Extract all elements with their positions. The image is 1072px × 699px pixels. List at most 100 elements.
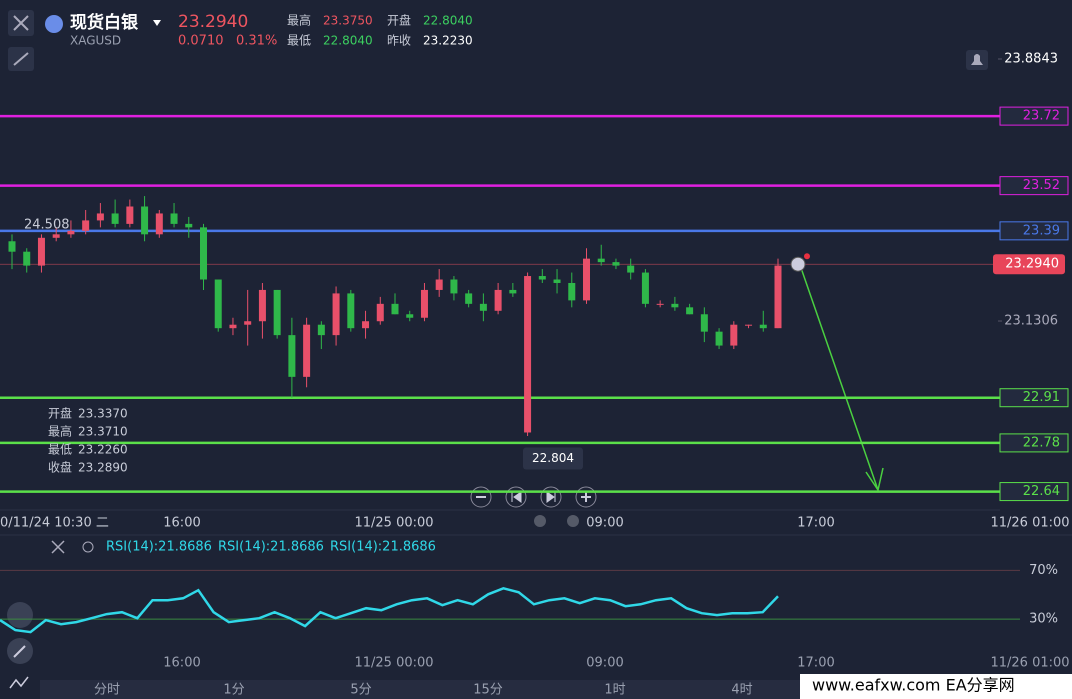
candle-body	[37, 237, 45, 266]
zoom-out-button[interactable]	[470, 486, 492, 508]
candle-body	[700, 314, 708, 332]
level-tag	[999, 388, 1069, 408]
price-tick-label: 23.8843	[1004, 51, 1058, 66]
candle-body	[568, 282, 576, 301]
level-label: 22.91	[1023, 390, 1060, 405]
zoom-controls	[470, 486, 597, 527]
rsi-time-label: 17:00	[797, 656, 834, 671]
rsi-legend[interactable]: RSI(14):21.8686	[218, 540, 324, 555]
period-tab[interactable]: 4时	[731, 683, 752, 698]
change-pct: 0.31%	[236, 34, 277, 49]
info-label: 最低	[48, 443, 72, 457]
candle-body	[715, 331, 723, 346]
rsi-legend[interactable]: RSI(14):21.8686	[330, 540, 436, 555]
candle-body	[774, 265, 782, 329]
candle-body	[23, 251, 31, 266]
price-tick-label: 23.1306	[1004, 314, 1058, 329]
candle-body	[612, 262, 620, 266]
candle-body	[671, 303, 679, 308]
high: 23.3750	[323, 14, 373, 28]
rsi-time-label: 11/25 00:00	[354, 656, 433, 671]
period-tab[interactable]: 15分	[473, 683, 503, 698]
chart-icon	[9, 676, 29, 689]
open-label: 开盘	[387, 13, 411, 28]
level-tag	[999, 106, 1069, 126]
left-label: 24.508	[24, 218, 70, 233]
rsi-legend[interactable]: RSI(14):21.8686	[106, 540, 212, 555]
high-label: 最高	[287, 13, 311, 28]
level-label: 22.64	[1023, 484, 1060, 499]
candle-body	[111, 213, 119, 224]
candle-body	[406, 314, 414, 318]
candle-body	[332, 293, 340, 336]
time-label: 0/11/24 10:30 二	[0, 516, 109, 531]
candle-body	[258, 289, 266, 322]
low-label: 最低	[287, 34, 311, 48]
candle-body	[126, 206, 134, 224]
candle-body	[52, 234, 60, 238]
rsi-time-label: 11/26 01:00	[990, 656, 1069, 671]
candle-body	[273, 289, 281, 336]
zoom-in-button[interactable]	[575, 486, 597, 508]
candle-body	[362, 321, 370, 329]
rsi-close[interactable]	[51, 540, 65, 554]
info-label: 收盘	[48, 460, 72, 475]
rsi-tick-label: 70%	[1029, 563, 1058, 578]
candle-body	[288, 335, 296, 377]
prev-label: 昨收	[387, 34, 411, 48]
candle-body	[303, 324, 311, 377]
level-label: 22.78	[1023, 435, 1060, 450]
info-label: 最高	[48, 424, 72, 439]
period-tab[interactable]: 1分	[223, 683, 244, 698]
period-tab[interactable]: 分时	[94, 683, 120, 698]
info-marker[interactable]	[790, 256, 806, 272]
level-tag	[999, 433, 1069, 453]
dropdown-arrow[interactable]	[153, 20, 161, 26]
symbol-name[interactable]: 现货白银	[70, 12, 139, 33]
candle-body	[244, 321, 252, 325]
candle-body	[553, 279, 561, 283]
candle-body	[745, 324, 753, 326]
candle-body	[391, 303, 399, 315]
first-button[interactable]	[505, 486, 527, 508]
dot	[534, 515, 546, 527]
info-value: 23.2890	[78, 461, 128, 475]
time-label: 11/25 00:00	[354, 516, 433, 531]
candle-body	[759, 324, 767, 329]
last-button[interactable]	[540, 486, 562, 508]
candle-body	[82, 220, 90, 231]
candle-body	[317, 324, 325, 336]
rsi-line	[0, 586, 779, 634]
current-label: 23.2940	[1005, 257, 1059, 272]
candle-body	[155, 213, 163, 235]
plus-icon	[581, 492, 591, 502]
first-icon	[511, 491, 522, 503]
candle-body	[67, 230, 75, 235]
level-tag	[999, 482, 1069, 502]
candle-body	[200, 227, 207, 280]
alert-dot	[804, 253, 810, 260]
candle-body	[494, 289, 502, 311]
prev: 23.2230	[423, 34, 473, 48]
bell-icon	[971, 54, 983, 65]
pen-icon	[13, 645, 26, 658]
period-tab[interactable]: 1时	[604, 683, 625, 698]
candle-body	[8, 241, 16, 252]
candle-body	[583, 258, 590, 301]
info-value: 23.3710	[78, 425, 128, 439]
candle-body	[730, 324, 738, 346]
expand-icon	[13, 52, 29, 66]
period-tab[interactable]: 5分	[350, 683, 371, 698]
watermark-bg	[800, 674, 1072, 699]
rsi-tick-label: 30%	[1029, 612, 1058, 627]
time-label: 16:00	[163, 516, 200, 531]
candle-body	[450, 279, 458, 294]
last-icon	[546, 491, 556, 503]
current-tag	[993, 254, 1065, 275]
candle-body	[538, 276, 546, 280]
rsi-settings[interactable]	[82, 541, 94, 553]
info-label: 开盘	[48, 406, 72, 421]
indicator-button[interactable]	[7, 602, 33, 628]
